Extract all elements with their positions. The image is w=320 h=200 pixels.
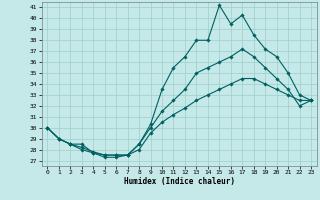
- X-axis label: Humidex (Indice chaleur): Humidex (Indice chaleur): [124, 177, 235, 186]
